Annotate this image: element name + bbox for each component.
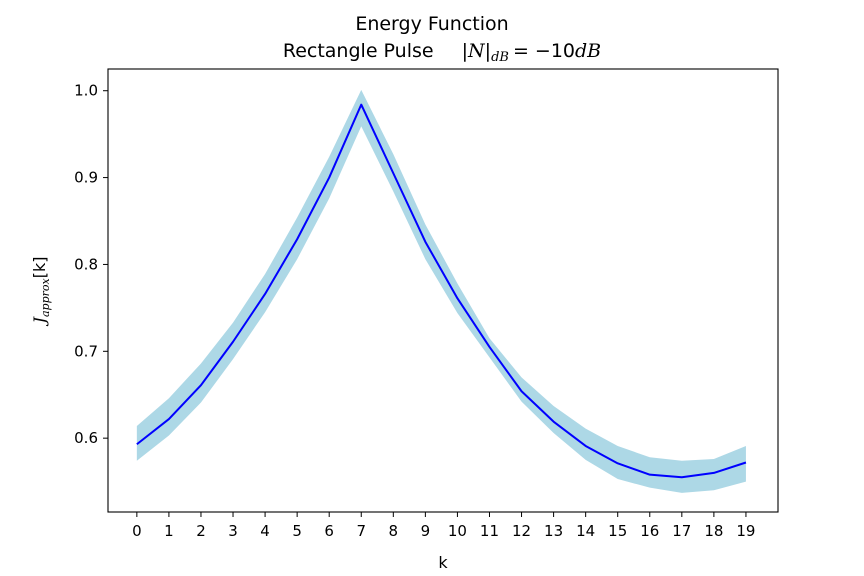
x-tick-label: 16: [640, 522, 659, 540]
subtitle-prefix: Rectangle Pulse: [283, 40, 434, 62]
x-tick-label: 6: [324, 522, 334, 540]
x-tick-label: 13: [544, 522, 563, 540]
y-label-argument: [k]: [30, 257, 49, 279]
x-axis-label: k: [438, 553, 448, 572]
x-tick-label: 0: [132, 522, 142, 540]
y-label-symbol: J: [30, 315, 49, 326]
subtitle-symbol: N: [467, 40, 486, 62]
x-tick-label: 7: [356, 522, 366, 540]
x-tick-label: 2: [196, 522, 206, 540]
x-tick-label: 15: [608, 522, 627, 540]
y-tick-label: 0.6: [74, 429, 98, 447]
x-tick-label: 18: [704, 522, 723, 540]
x-tick-label: 19: [736, 522, 755, 540]
x-tick-label: 14: [576, 522, 595, 540]
x-axis: 0 1 2 3 4 5 6 7 8 9 10 11 12 13 14 15 16 17 18 19: [132, 512, 755, 540]
uncertainty-band-layer: [136, 89, 746, 493]
x-tick-label: 11: [480, 522, 499, 540]
x-tick-label: 10: [448, 522, 467, 540]
subtitle-equals: = −10: [513, 40, 575, 62]
x-tick-label: 5: [292, 522, 302, 540]
x-tick-label: 1: [164, 522, 174, 540]
x-tick-label: 12: [512, 522, 531, 540]
plot-frame: [107, 68, 779, 513]
series-line-0: [136, 103, 747, 479]
subtitle-subscript: dB: [491, 50, 509, 65]
subtitle-unit-symbol: dB: [575, 40, 601, 62]
y-tick-label: 0.9: [74, 169, 98, 187]
y-tick-label: 0.7: [74, 342, 98, 360]
y-axis: 0.6 0.7 0.8 0.9 1.0: [74, 82, 108, 447]
series-line-layer: [136, 103, 747, 479]
y-tick-label: 1.0: [74, 82, 98, 100]
chart-subtitle: Rectangle Pulse |N|dB = −10dB: [283, 40, 601, 65]
y-label-subscript: approx: [39, 278, 52, 318]
y-axis-label: Japprox[k]: [30, 257, 52, 327]
x-tick-label: 3: [228, 522, 238, 540]
x-tick-label: 4: [260, 522, 270, 540]
y-tick-label: 0.8: [74, 255, 98, 273]
chart-title: Energy Function: [355, 13, 508, 35]
x-tick-label: 9: [421, 522, 431, 540]
x-tick-label: 17: [672, 522, 691, 540]
x-tick-label: 8: [389, 522, 399, 540]
uncertainty-band: [136, 89, 746, 493]
